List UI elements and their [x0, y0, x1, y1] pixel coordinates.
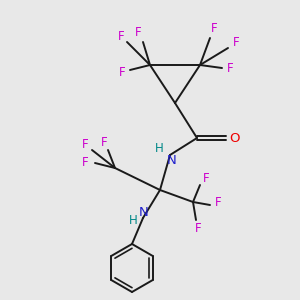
Text: N: N — [139, 206, 149, 220]
Text: F: F — [82, 139, 88, 152]
Text: N: N — [167, 154, 177, 166]
Text: F: F — [211, 22, 217, 35]
Text: H: H — [129, 214, 137, 227]
Text: F: F — [215, 196, 221, 208]
Text: F: F — [233, 35, 239, 49]
Text: F: F — [119, 67, 125, 80]
Text: F: F — [203, 172, 209, 185]
Text: F: F — [101, 136, 107, 148]
Text: F: F — [227, 62, 233, 76]
Text: H: H — [154, 142, 164, 155]
Text: O: O — [230, 131, 240, 145]
Text: F: F — [135, 26, 141, 40]
Text: F: F — [118, 29, 124, 43]
Text: F: F — [82, 155, 88, 169]
Text: F: F — [195, 223, 201, 236]
